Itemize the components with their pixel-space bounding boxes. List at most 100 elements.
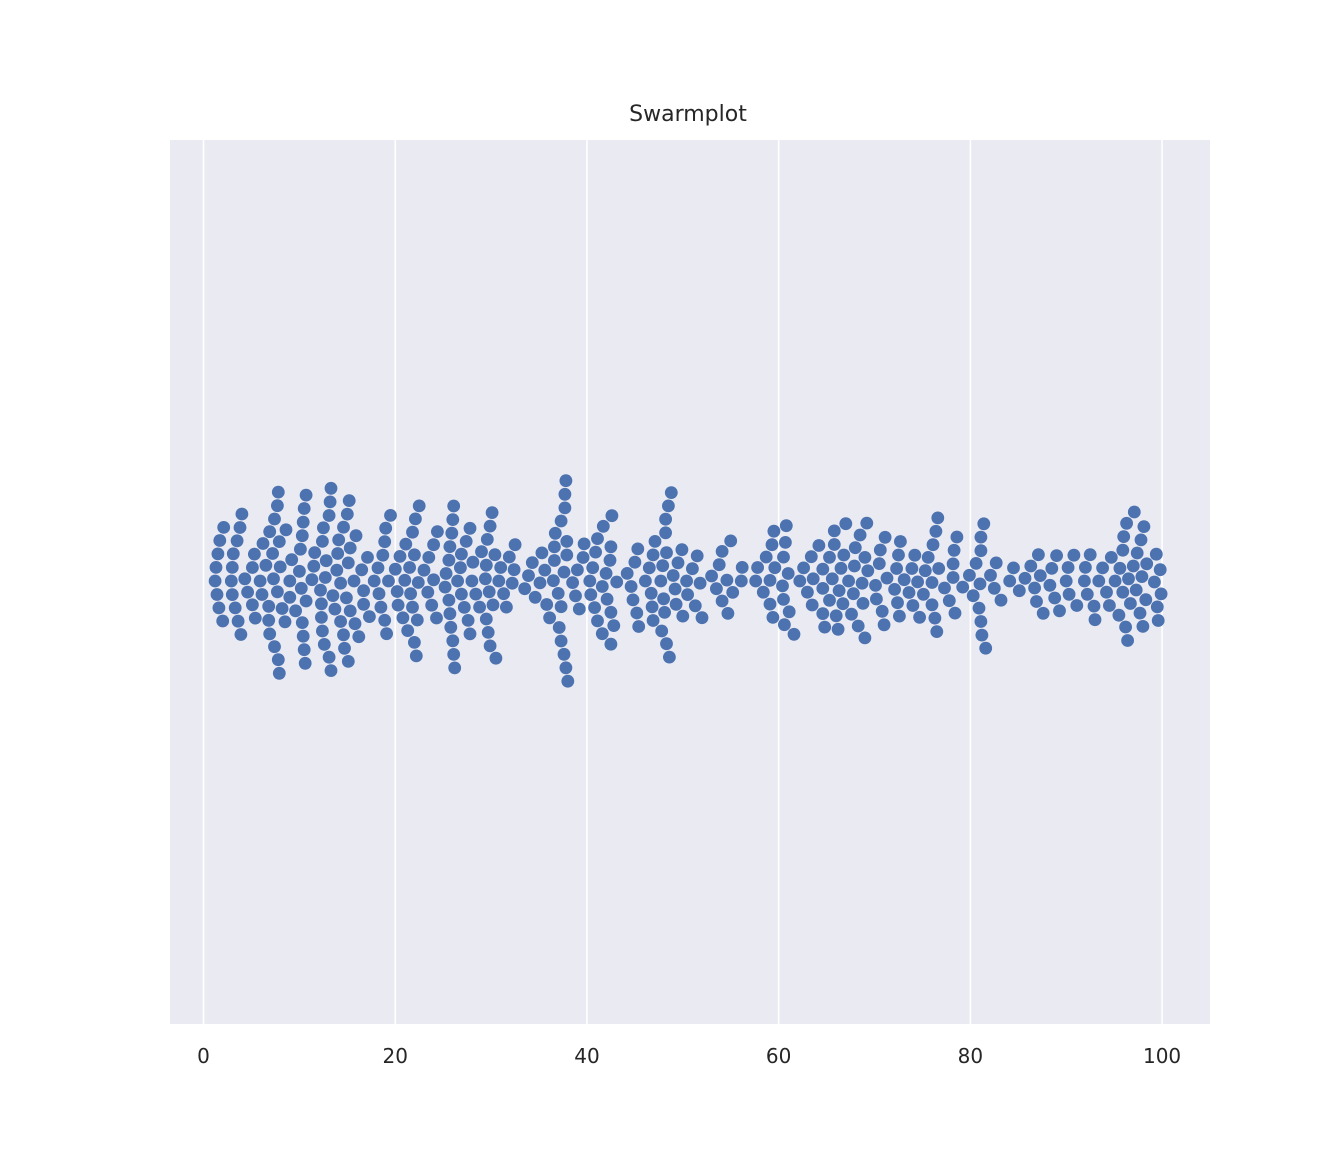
swarm-point xyxy=(459,535,473,548)
swarm-point xyxy=(720,573,734,587)
swarm-point xyxy=(646,614,660,627)
x-tick-label: 100 xyxy=(1143,1044,1181,1068)
swarm-point xyxy=(409,649,423,663)
swarm-point xyxy=(330,563,344,577)
swarm-point xyxy=(712,558,726,572)
swarm-point xyxy=(554,600,568,614)
swarm-point xyxy=(918,564,932,578)
x-tick-label: 80 xyxy=(958,1044,983,1068)
swarm-point xyxy=(554,514,568,528)
swarm-point xyxy=(376,548,390,562)
swarm-point xyxy=(233,521,247,534)
swarm-point xyxy=(1129,583,1143,597)
swarm-point xyxy=(1117,530,1131,543)
swarm-point xyxy=(1032,548,1045,562)
swarm-point xyxy=(1113,561,1127,575)
swarm-point xyxy=(315,611,328,624)
swarm-point xyxy=(479,572,492,586)
swarm-point xyxy=(1130,546,1144,560)
swarm-point xyxy=(425,598,439,612)
swarm-point xyxy=(751,561,764,574)
swarm-point xyxy=(1083,548,1097,562)
swarm-point xyxy=(894,535,907,548)
swarm-point xyxy=(234,628,248,641)
swarm-point xyxy=(522,569,535,582)
x-tick-label: 60 xyxy=(766,1044,791,1068)
swarm-point xyxy=(271,653,285,667)
swarm-point xyxy=(421,585,435,599)
swarm-point xyxy=(267,572,280,586)
swarm-point xyxy=(569,589,582,603)
swarm-point xyxy=(928,611,942,625)
swarm-point xyxy=(507,563,521,577)
swarm-point xyxy=(248,547,261,561)
swarm-point xyxy=(533,576,547,590)
swarm-point xyxy=(461,614,475,627)
swarm-point xyxy=(422,551,436,564)
swarm-point xyxy=(246,598,259,612)
swarm-point xyxy=(439,567,453,580)
swarm-point xyxy=(340,591,353,605)
swarm-point xyxy=(447,499,461,513)
swarm-point xyxy=(805,598,819,612)
swarm-point xyxy=(378,613,392,627)
swarm-point xyxy=(917,587,930,601)
swarm-point xyxy=(485,506,499,519)
swarm-point xyxy=(595,580,609,593)
swarm-point xyxy=(1033,569,1047,582)
swarm-point xyxy=(891,596,904,610)
swarm-point xyxy=(778,618,791,632)
swarm-point xyxy=(782,605,796,619)
swarm-point xyxy=(776,579,789,593)
swarm-point xyxy=(481,626,495,639)
swarm-point xyxy=(390,585,404,598)
swarm-point xyxy=(297,502,311,515)
swarm-point xyxy=(1050,549,1063,562)
swarm-point xyxy=(931,511,945,525)
swarm-point xyxy=(756,585,770,599)
swarm-point xyxy=(797,561,810,575)
x-tick-label: 0 xyxy=(197,1044,210,1068)
swarm-point xyxy=(1112,608,1126,622)
swarm-point xyxy=(1087,599,1101,613)
swarm-point xyxy=(1148,575,1161,589)
swarm-point xyxy=(1096,561,1109,575)
swarm-point xyxy=(779,536,792,549)
swarm-point xyxy=(989,556,1003,570)
swarm-point xyxy=(554,634,568,648)
swarm-point xyxy=(628,555,642,569)
swarm-point xyxy=(779,519,793,533)
swarm-point xyxy=(324,664,338,677)
swarm-point xyxy=(295,616,309,629)
swarm-point xyxy=(316,624,329,638)
swarm-point xyxy=(505,576,519,590)
swarm-point xyxy=(1053,604,1066,618)
swarm-point xyxy=(256,537,270,550)
swarm-point xyxy=(225,588,239,601)
swarm-point xyxy=(848,541,862,555)
swarm-point xyxy=(502,550,516,564)
swarm-point xyxy=(591,614,604,628)
swarm-point xyxy=(293,564,306,578)
swarm-point xyxy=(566,576,579,589)
swarm-point xyxy=(908,548,922,562)
swarm-point xyxy=(337,628,350,642)
swarm-point xyxy=(1088,613,1102,627)
swarm-point xyxy=(500,600,513,614)
swarm-point xyxy=(860,516,874,530)
swarm-point xyxy=(455,547,468,561)
swarm-point xyxy=(948,606,962,620)
swarm-point xyxy=(543,611,556,625)
swarm-point xyxy=(443,607,457,621)
swarm-point xyxy=(224,574,238,588)
swarm-point xyxy=(454,561,467,575)
swarm-point xyxy=(777,593,790,606)
swarm-point xyxy=(1103,599,1116,612)
swarm-point xyxy=(1062,587,1076,601)
swarm-point xyxy=(317,521,330,535)
swarm-point xyxy=(457,601,471,614)
swarm-point xyxy=(508,538,522,552)
swarm-point xyxy=(455,587,468,601)
swarm-point xyxy=(557,565,571,579)
swarm-point xyxy=(248,611,262,625)
